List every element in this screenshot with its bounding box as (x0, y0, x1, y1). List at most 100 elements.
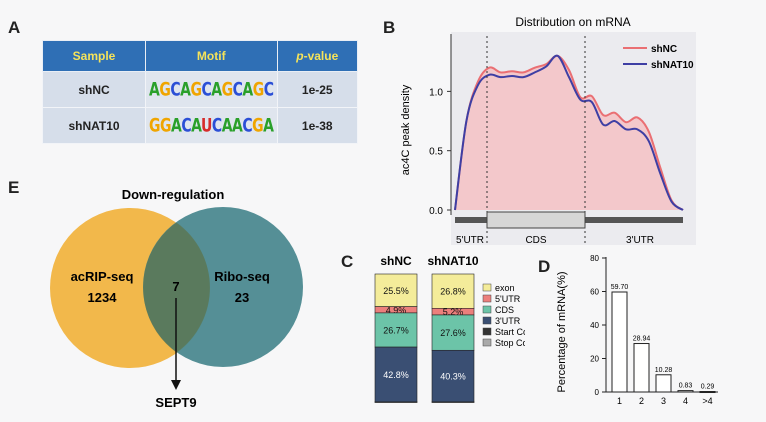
area-fill-shnc (455, 55, 683, 210)
venn-overlap-count: 7 (172, 279, 179, 294)
stacked-segment (374, 273, 418, 307)
region-label-5utr: 5'UTR (456, 235, 484, 245)
region-label-3utr: 3'UTR (626, 235, 654, 245)
table-row: shNAT10 GGACAUCAACGA 1e-38 (42, 107, 358, 144)
stacked-bars: 25.5% 4.9% 26.7% 42.8% 26.8% 5.2% 27.6% 40.3% (374, 273, 475, 403)
motif-letter: G (160, 114, 172, 137)
motif-letter: C (181, 114, 192, 137)
legend-label: CDS (495, 305, 514, 315)
panel-label-b: B (383, 18, 396, 37)
feature-stacked-bar-chart: shNC shNAT10 25.5% 4.9% 26.7% 42.8% 26.8% 5.2… (374, 254, 525, 403)
x-tick-label: 2 (639, 396, 644, 406)
venn-title: Down-regulation (122, 187, 225, 202)
venn-overlap (143, 222, 210, 353)
pvalue-cell: 1e-38 (276, 107, 358, 144)
legend-label: Stop Codon (495, 338, 525, 348)
legend-swatch (482, 305, 492, 314)
bar-category-label: shNC (380, 254, 412, 268)
venn-left-name: acRIP-seq (71, 269, 134, 284)
sample-cell: shNC (42, 71, 146, 108)
motif-letter: U (201, 114, 212, 137)
bar (611, 291, 628, 393)
legend-label-shnc: shNC (651, 44, 677, 55)
bars: 59.70 1 28.94 2 10.28 3 0.83 4 0.29 >4 (611, 284, 716, 406)
sample-cell: shNAT10 (42, 107, 146, 144)
y-tick-label: 40 (590, 321, 599, 330)
legend-label: Start Codon (495, 327, 525, 337)
stacked-segment (431, 273, 475, 309)
motif-letter: C (211, 114, 222, 137)
motif-letter: A (180, 78, 191, 101)
gene-label: SEPT9 (155, 395, 196, 410)
motif-letter: A (191, 114, 202, 137)
motif-logo-cell: GGACAUCAACGA (145, 107, 278, 144)
y-ticks: 0 20 40 60 80 (590, 254, 606, 397)
bar-value-label: 59.70 (611, 284, 629, 291)
motif-letter: A (263, 114, 274, 137)
motif-letter: G (190, 78, 202, 101)
y-tick-label: 0.0 (429, 206, 443, 217)
bar-value-label: 0.83 (679, 383, 693, 390)
gene-arrow-head (171, 380, 181, 390)
motif-letter: A (149, 78, 160, 101)
segment-label: 26.8% (440, 287, 466, 297)
header-motif: Motif (145, 40, 278, 72)
stacked-segment (431, 349, 475, 403)
bar (655, 374, 672, 393)
series-line-shnc (454, 54, 684, 211)
legend-label: 3'UTR (495, 316, 521, 326)
motif-letter: A (232, 114, 243, 137)
y-axis-label: Percentage of mRNA(%) (556, 271, 568, 392)
x-tick-label: >4 (702, 396, 712, 406)
panel-label-c: C (341, 252, 354, 271)
motif-letter: A (211, 78, 222, 101)
segment-label: 42.8% (383, 370, 409, 380)
cds-box (486, 211, 586, 229)
stacked-segment (431, 314, 475, 351)
header-pvalue-suffix: -value (303, 49, 339, 63)
legend-swatch (482, 294, 492, 303)
legend-label: 5'UTR (495, 294, 521, 304)
panel-label-a: A (8, 18, 21, 37)
stacked-segment (374, 401, 418, 403)
motif-logo: AGCAGCAGCAGC (149, 80, 274, 99)
chart-title: Distribution on mRNA (515, 15, 630, 29)
motif-letter: G (252, 78, 265, 101)
segment-label: 27.6% (440, 328, 466, 338)
y-tick-label: 0.5 (429, 147, 443, 158)
y-tick-label: 80 (590, 254, 599, 263)
motif-letter: C (232, 78, 243, 101)
y-tick-label: 60 (590, 288, 599, 297)
venn-right-count: 23 (235, 290, 249, 305)
table-row: shNC AGCAGCAGCAGC 1e-25 (42, 71, 358, 108)
bar-value-label: 28.94 (633, 336, 651, 343)
y-ticks: 0.0 0.5 1.0 (429, 87, 451, 217)
legend-label-shnat10: shNAT10 (651, 60, 694, 71)
header-sample: Sample (42, 40, 146, 72)
motif-letter: A (221, 114, 233, 137)
y-axis-label: ac4C peak density (400, 84, 412, 175)
distribution-chart: Distribution on mRNA ac4C peak density 0… (400, 15, 696, 245)
venn-diagram: Down-regulation acRIP-seq 1234 Ribo-seq … (50, 187, 303, 410)
motif-logo: GGACAUCAACGA (149, 116, 274, 135)
legend: shNC shNAT10 (623, 44, 694, 71)
header-pvalue-italic: p (296, 49, 304, 63)
series-line-shnat10 (454, 54, 684, 211)
venn-right-name: Ribo-seq (214, 269, 270, 284)
pvalue-cell: 1e-25 (276, 71, 358, 108)
x-tick-label: 4 (683, 396, 688, 406)
stacked-segment (374, 346, 418, 403)
legend-swatch (482, 283, 492, 292)
table-header-row: Sample Motif p-value (42, 40, 358, 72)
motif-letter: C (170, 78, 181, 101)
legend-label: exon (495, 283, 515, 293)
segment-label: 5.2% (443, 307, 464, 317)
bar-category-label: shNAT10 (427, 254, 478, 268)
bar (699, 391, 716, 394)
segment-label: 25.5% (383, 286, 409, 296)
motif-letter: G (159, 78, 171, 101)
motif-letter: G (149, 114, 161, 137)
venn-left-count: 1234 (88, 290, 118, 305)
motif-table: Sample Motif p-value shNC AGCAGCAGCAGC 1… (42, 40, 358, 144)
